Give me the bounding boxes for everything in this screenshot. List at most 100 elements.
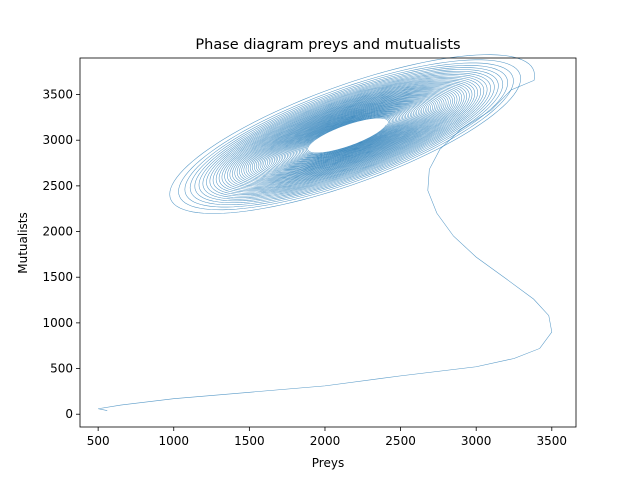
- y-tick-label: 3000: [42, 133, 73, 147]
- trajectory-segment: [301, 141, 354, 156]
- plot-frame: [79, 57, 577, 428]
- trajectory-segment: [239, 148, 363, 184]
- trajectory-segment: [301, 91, 458, 181]
- trajectory-segment: [265, 99, 403, 163]
- trajectory-segment: [236, 121, 303, 185]
- trajectory-segment: [252, 109, 455, 186]
- trajectory-segment: [257, 135, 406, 176]
- trajectory-segment: [360, 92, 447, 160]
- trajectory-segment: [314, 104, 426, 168]
- trajectory-segment: [355, 111, 403, 136]
- trajectory-segment: [357, 105, 416, 136]
- plot-area: [98, 54, 553, 411]
- trajectory-segment: [243, 106, 465, 190]
- trajectory-segment: [274, 110, 359, 168]
- trajectory-segment: [362, 93, 445, 137]
- trajectory-segment: [309, 94, 443, 125]
- trajectory-segment: [306, 124, 394, 157]
- trajectory-segment: [263, 145, 359, 173]
- y-tick-label: 2000: [42, 225, 73, 239]
- trajectory-segment: [261, 124, 313, 174]
- trajectory-segment: [292, 83, 478, 189]
- x-tick-label: 1000: [158, 434, 189, 448]
- trajectory-segment: [279, 135, 392, 166]
- trajectory-segment: [304, 112, 398, 143]
- trajectory-segment: [318, 103, 421, 127]
- trajectory-segment: [209, 135, 437, 197]
- trajectory-segment: [367, 75, 485, 137]
- trajectory-segment: [282, 127, 322, 165]
- trajectory-segment: [189, 154, 369, 206]
- trajectory-segment: [358, 99, 431, 156]
- trajectory-segment: [359, 99, 430, 137]
- trajectory-segment: [306, 130, 331, 154]
- trajectory-segment: [267, 113, 439, 178]
- trajectory-segment: [330, 119, 389, 153]
- trajectory-segment: [275, 126, 319, 168]
- trajectory-segment: [296, 88, 468, 185]
- trajectory-segment: [320, 106, 414, 128]
- trajectory-segment: [280, 62, 514, 115]
- trajectory-segment: [288, 104, 416, 145]
- trajectory-segment: [317, 107, 419, 165]
- trajectory-segment: [241, 88, 419, 171]
- trajectory-segment: [311, 125, 389, 155]
- trajectory-segment: [288, 70, 495, 118]
- trajectory-segment: [304, 95, 449, 177]
- trajectory-segment: [247, 147, 362, 180]
- y-tick-label: 500: [50, 362, 73, 376]
- trajectory-segment: [370, 69, 499, 137]
- trajectory-segment: [256, 87, 453, 149]
- chart-title: Phase diagram preys and mutualists: [195, 37, 460, 53]
- trajectory-segment: [303, 116, 378, 151]
- trajectory-segment: [241, 135, 417, 183]
- trajectory-segment: [264, 91, 445, 148]
- trajectory-segment: [270, 144, 359, 170]
- y-tick-label: 0: [65, 407, 73, 421]
- trajectory-segment: [212, 89, 369, 195]
- trajectory-segment: [330, 117, 390, 131]
- trajectory-segment: [283, 143, 357, 164]
- trajectory-segment: [296, 141, 355, 159]
- y-axis-label: Mutualists: [16, 212, 30, 274]
- trajectory-segment: [303, 135, 377, 156]
- trajectory-segment: [328, 114, 396, 131]
- trajectory-segment: [194, 67, 450, 187]
- trajectory-segment: [357, 102, 424, 155]
- trajectory-segment: [286, 115, 357, 162]
- trajectory-segment: [360, 96, 437, 137]
- trajectory-segment: [285, 108, 390, 157]
- trajectory-segment: [98, 54, 553, 411]
- trajectory-segment: [354, 113, 399, 148]
- x-tick-label: 500: [87, 434, 110, 448]
- y-axis: 0 500 1000 1500 2000 2500 3000 3500: [42, 88, 80, 421]
- trajectory-segment: [257, 96, 408, 166]
- trajectory-segment: [178, 77, 374, 210]
- y-tick-label: 1500: [42, 270, 73, 284]
- y-tick-label: 2500: [42, 179, 73, 193]
- trajectory-segment: [313, 117, 387, 141]
- trajectory-segment: [224, 93, 367, 190]
- trajectory-segment: [356, 108, 411, 151]
- trajectory-segment: [307, 140, 354, 154]
- trajectory-segment: [229, 72, 486, 153]
- x-tick-label: 2000: [310, 434, 341, 448]
- trajectory-segment: [286, 78, 491, 194]
- trajectory-segment: [283, 101, 423, 146]
- trajectory-segment: [297, 135, 380, 158]
- trajectory-segment: [184, 114, 281, 208]
- trajectory-segment: [215, 118, 294, 194]
- x-axis: 500 1000 1500 2000 2500 3000 3500: [87, 427, 567, 448]
- trajectory-segment: [260, 111, 447, 182]
- trajectory-segment: [279, 105, 394, 159]
- trajectory-segment: [169, 136, 461, 214]
- trajectory-segment: [221, 135, 429, 192]
- trajectory-segment: [309, 115, 393, 142]
- trajectory-segment: [270, 94, 437, 147]
- trajectory-segment: [272, 102, 398, 161]
- y-tick-label: 1000: [42, 316, 73, 330]
- trajectory-segment: [239, 78, 473, 152]
- trajectory-segment: [311, 101, 433, 171]
- trajectory-segment: [302, 86, 460, 122]
- trajectory-segment: [273, 115, 431, 175]
